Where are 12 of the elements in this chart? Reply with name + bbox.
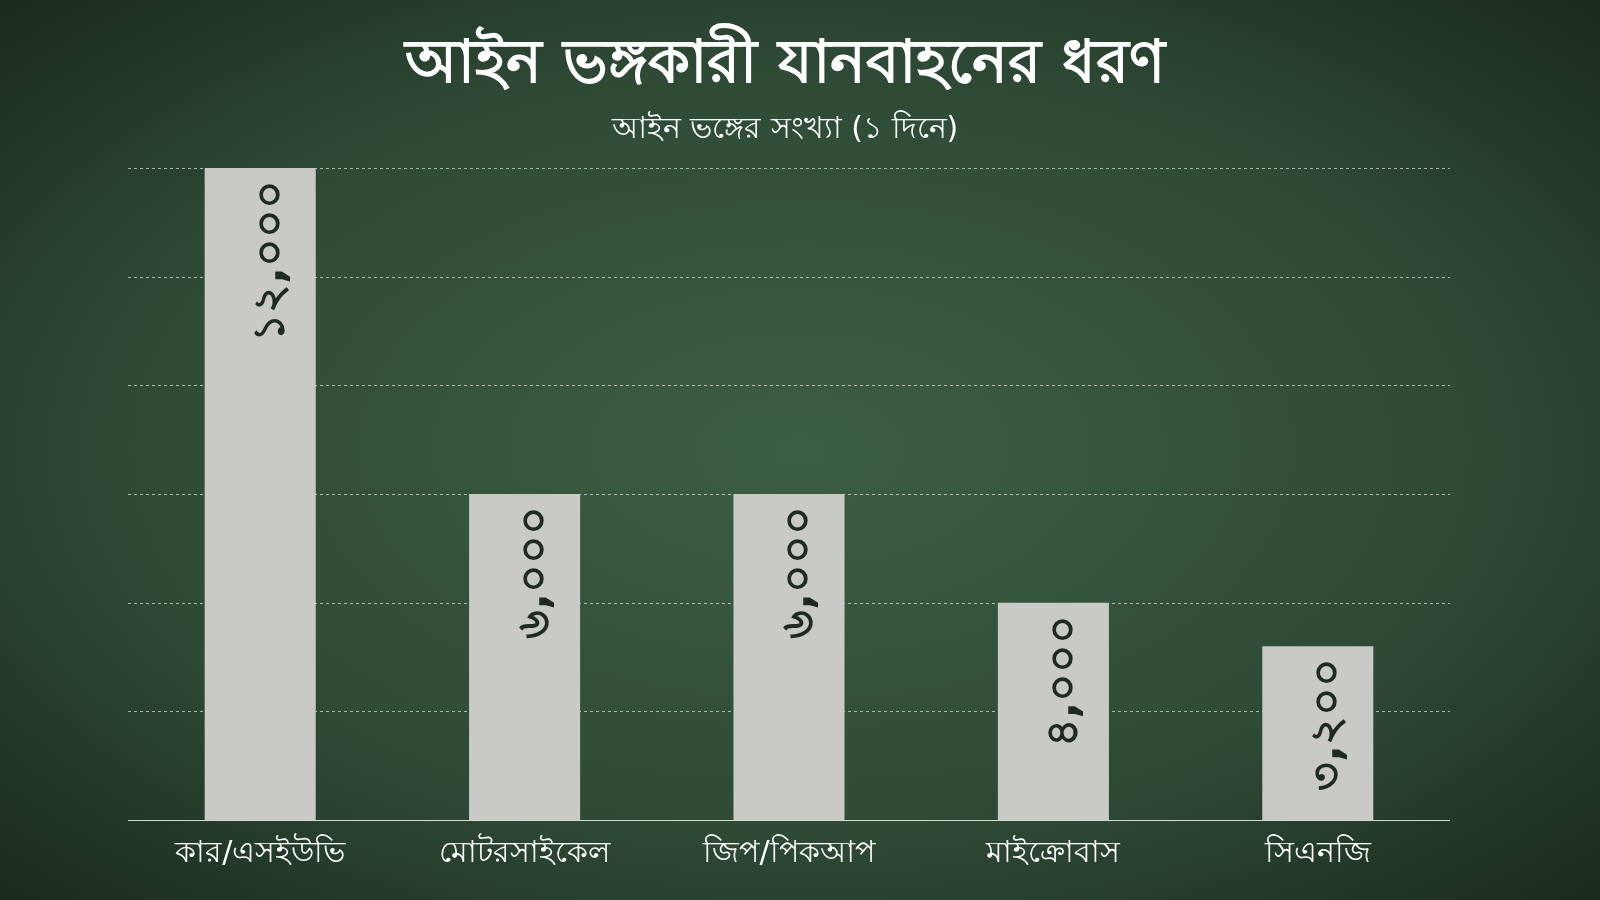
chart-subtitle: আইন ভঙ্গের সংখ্যা (১ দিনে) <box>610 109 959 145</box>
x-tick-label: মোটরসাইকেল <box>439 832 612 869</box>
data-label: ৩,২০০ <box>1300 658 1352 791</box>
x-tick-label: জিপ/পিকআপ <box>702 833 876 869</box>
x-tick-label: মাইক্রোবাস <box>985 833 1122 869</box>
data-label: ৬,০০০ <box>771 506 823 639</box>
data-label: ৬,০০০ <box>507 506 559 639</box>
chart-title: আইন ভঙ্গকারী যানবাহনের ধরণ <box>403 22 1167 96</box>
data-label: ১২,০০০ <box>242 180 294 342</box>
data-label: ৪,০০০ <box>1035 614 1087 748</box>
x-tick-label: সিএনজি <box>1263 833 1372 869</box>
x-tick-label: কার/এসইউভি <box>174 832 347 869</box>
